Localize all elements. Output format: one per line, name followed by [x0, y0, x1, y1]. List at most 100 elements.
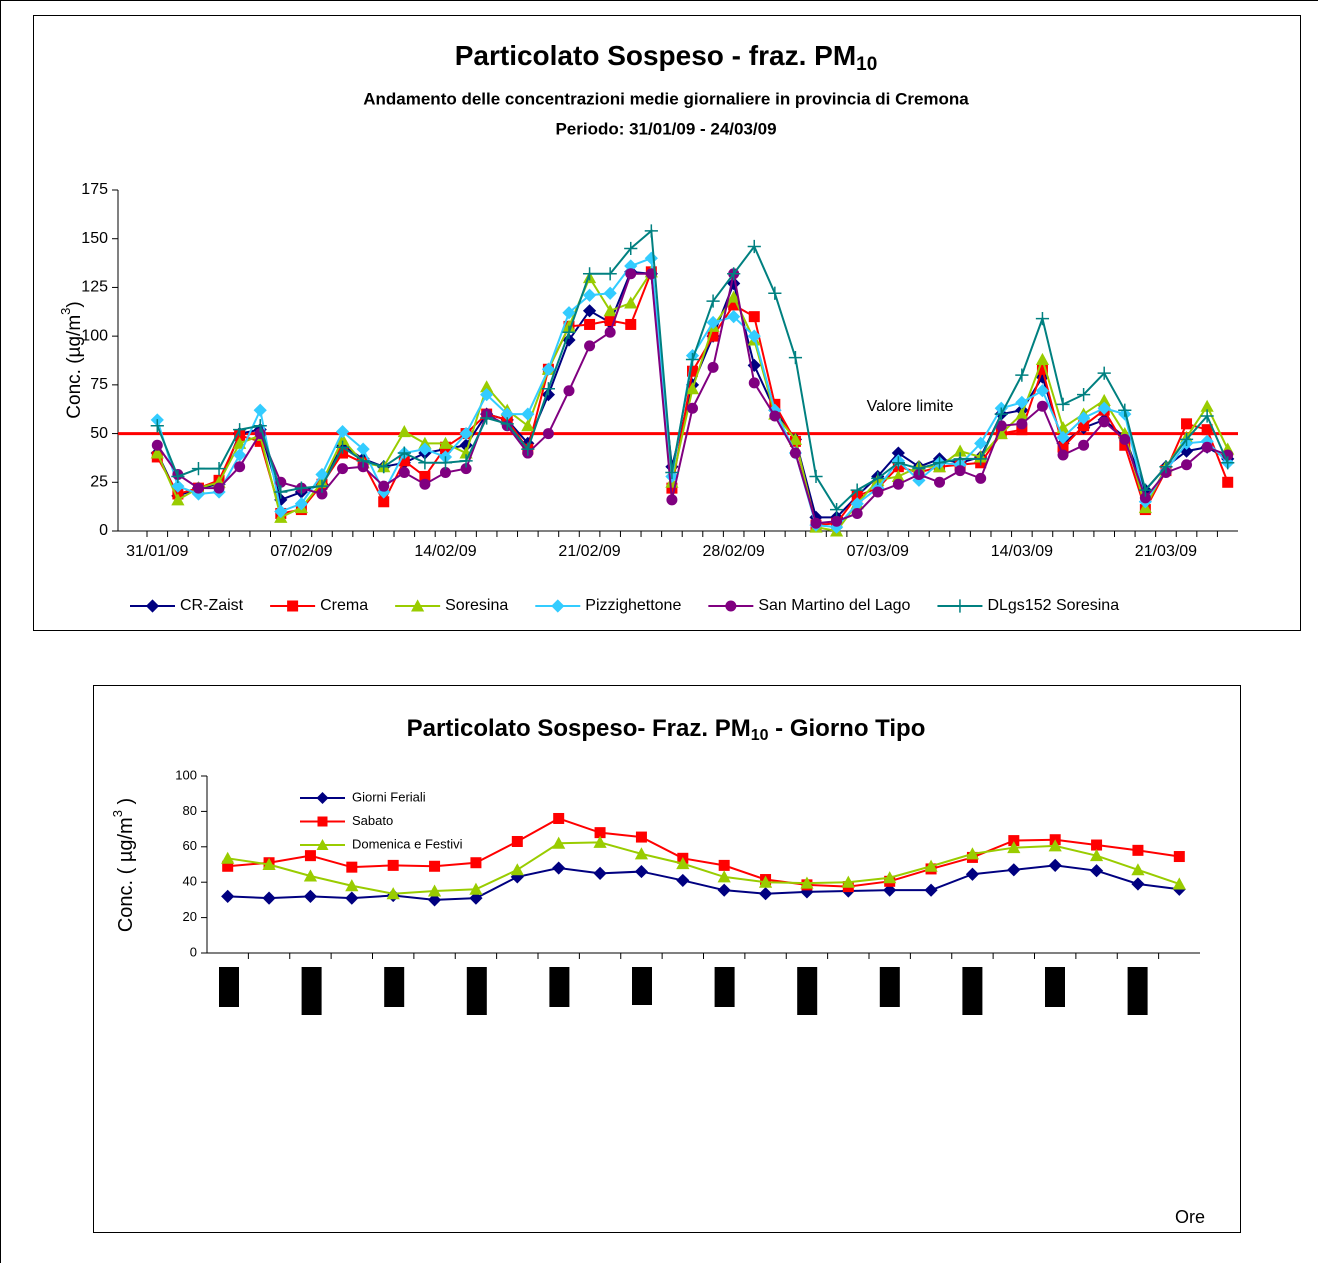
data-point: [687, 402, 698, 414]
data-point: [747, 329, 761, 343]
hour-block: [797, 967, 818, 1015]
data-point: [552, 836, 566, 849]
data-point: [212, 462, 226, 476]
data-point: [427, 884, 442, 897]
data-point: [253, 403, 267, 417]
data-point: [459, 454, 473, 468]
legend-marker: [953, 599, 967, 613]
data-point: [685, 352, 700, 367]
data-point: [603, 267, 617, 281]
legend-marker: [287, 600, 299, 612]
data-point: [1015, 368, 1029, 382]
x-tick-label: 07/03/09: [847, 543, 909, 560]
data-point: [150, 446, 164, 459]
data-point: [994, 407, 1008, 421]
data-point: [727, 290, 741, 303]
data-point: [335, 432, 350, 445]
data-point: [924, 859, 938, 872]
data-point: [584, 340, 596, 352]
data-point: [974, 436, 988, 450]
data-point: [345, 879, 359, 892]
data-point: [304, 850, 316, 862]
data-point: [398, 455, 410, 467]
data-point: [676, 873, 690, 888]
data-point: [221, 889, 235, 903]
data-point: [1007, 841, 1021, 854]
data-point: [883, 883, 897, 897]
data-point: [593, 866, 607, 880]
data-point: [378, 480, 390, 492]
hour-block: [632, 967, 652, 1005]
data-point: [1131, 863, 1145, 876]
legend-label: Domenica e Festivi: [352, 836, 463, 851]
y-axis-label: Conc. ( µg/m3 ): [110, 798, 137, 932]
data-point: [727, 267, 741, 281]
data-point: [748, 311, 760, 323]
data-point: [666, 482, 678, 494]
title-text: Particolato Sospeso- Fraz. PM: [407, 715, 751, 742]
chart-title: Particolato Sospeso - fraz. PM10: [455, 40, 878, 75]
data-point: [1036, 363, 1048, 375]
data-point: [1056, 397, 1070, 411]
data-point: [386, 887, 400, 900]
data-point: [624, 296, 638, 309]
data-point: [262, 857, 276, 870]
data-point: [521, 419, 535, 432]
data-point: [871, 471, 885, 485]
data-point: [469, 882, 483, 895]
data-point: [634, 847, 649, 860]
data-point: [974, 452, 988, 466]
y-tick-label: 75: [90, 376, 108, 393]
data-point: [769, 410, 781, 422]
x-axis-label: Ore: [1175, 1207, 1205, 1227]
data-point: [254, 435, 266, 447]
y-tick-label: 80: [183, 803, 197, 818]
data-point: [706, 294, 720, 308]
data-point: [1057, 441, 1069, 453]
legend-marker: [317, 816, 328, 827]
data-point: [707, 361, 719, 373]
hour-block: [879, 967, 900, 1007]
data-point: [788, 432, 803, 445]
data-point: [1016, 418, 1028, 430]
data-point: [707, 330, 719, 342]
reference-label: Valore limite: [867, 398, 954, 415]
data-point: [953, 444, 967, 457]
data-point: [975, 472, 987, 484]
data-point: [665, 465, 679, 480]
data-point: [233, 448, 247, 462]
legend-marker: [725, 600, 737, 612]
data-point: [666, 494, 678, 506]
data-point: [891, 446, 905, 460]
series-line: [227, 817, 1180, 888]
data-point: [480, 411, 494, 425]
data-point: [521, 407, 535, 421]
data-point: [335, 425, 350, 439]
data-point: [274, 504, 288, 519]
data-point: [1097, 366, 1111, 380]
data-point: [604, 315, 616, 327]
data-point: [594, 827, 606, 839]
data-point: [1008, 835, 1020, 847]
chart-title: Particolato Sospeso- Fraz. PM10 - Giorno…: [407, 715, 926, 744]
data-point: [809, 510, 823, 524]
data-point: [1173, 851, 1185, 863]
data-point: [1048, 839, 1062, 852]
data-point: [429, 860, 441, 872]
data-point: [624, 241, 638, 256]
data-point: [644, 224, 658, 238]
data-point: [191, 487, 206, 501]
y-tick-label: 175: [81, 181, 108, 198]
hour-block: [466, 967, 487, 1015]
legend-label: Pizzighettone: [585, 597, 681, 614]
data-point: [1007, 863, 1021, 877]
data-point: [418, 442, 432, 456]
data-point: [872, 486, 884, 498]
data-point: [233, 423, 247, 437]
data-point: [335, 440, 350, 454]
chart-subtitle: Periodo: 31/01/09 - 24/03/09: [555, 119, 776, 138]
data-point: [378, 496, 390, 508]
data-point: [800, 876, 814, 889]
data-point: [294, 481, 308, 495]
data-point: [582, 267, 597, 281]
